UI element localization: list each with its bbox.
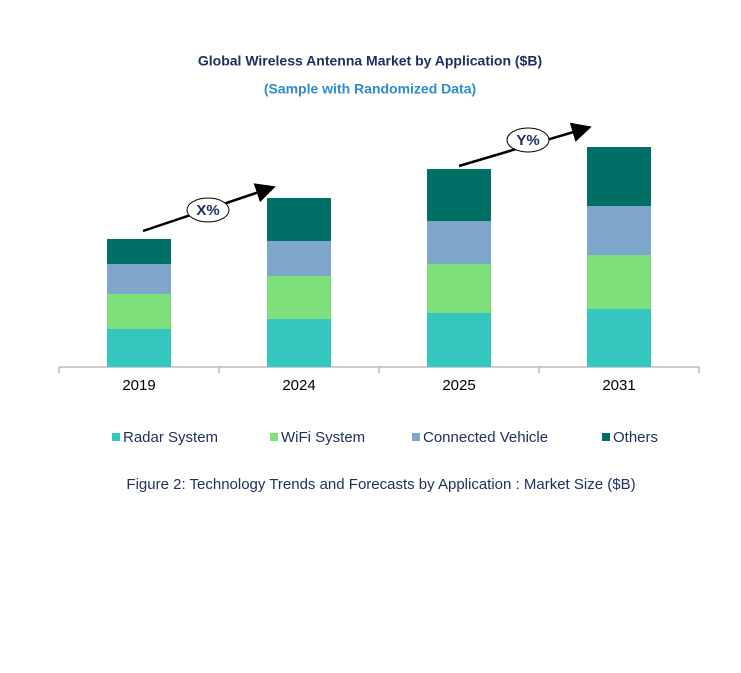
bar-segment: [427, 264, 491, 313]
bar-segment: [267, 319, 331, 367]
legend-swatch: [602, 433, 610, 441]
bar-segment: [107, 264, 171, 294]
x-tick-label: 2031: [602, 377, 635, 394]
x-tick-label: 2024: [282, 377, 315, 394]
caption: Figure 2: Technology Trends and Forecast…: [126, 476, 635, 493]
bar-segment: [427, 221, 491, 264]
annotation: Y%: [516, 132, 539, 149]
bar-segment: [587, 206, 651, 255]
bar-segment: [267, 276, 331, 319]
bar-segment: [427, 169, 491, 221]
bar-segment: [267, 241, 331, 276]
annotation-bubble: [186, 197, 230, 223]
bar-segment: [107, 239, 171, 264]
bar-segment: [587, 147, 651, 206]
bar-segment: [427, 313, 491, 367]
chart-subtitle: (Sample with Randomized Data): [264, 81, 476, 97]
bar-segment: [587, 255, 651, 309]
annotation: X%: [196, 202, 219, 219]
x-tick-label: 2025: [442, 377, 475, 394]
legend-label: WiFi System: [281, 429, 365, 446]
legend-swatch: [412, 433, 420, 441]
bar-segment: [267, 198, 331, 241]
legend-swatch: [270, 433, 278, 441]
bar-segment: [587, 309, 651, 367]
annotation-bubble: [506, 127, 550, 153]
chart-title: Global Wireless Antenna Market by Applic…: [198, 53, 542, 69]
bar-segment: [107, 294, 171, 329]
legend-label: Others: [613, 429, 658, 446]
legend-swatch: [112, 433, 120, 441]
legend-label: Connected Vehicle: [423, 429, 548, 446]
x-tick-label: 2019: [122, 377, 155, 394]
legend-label: Radar System: [123, 429, 218, 446]
bar-segment: [107, 329, 171, 367]
